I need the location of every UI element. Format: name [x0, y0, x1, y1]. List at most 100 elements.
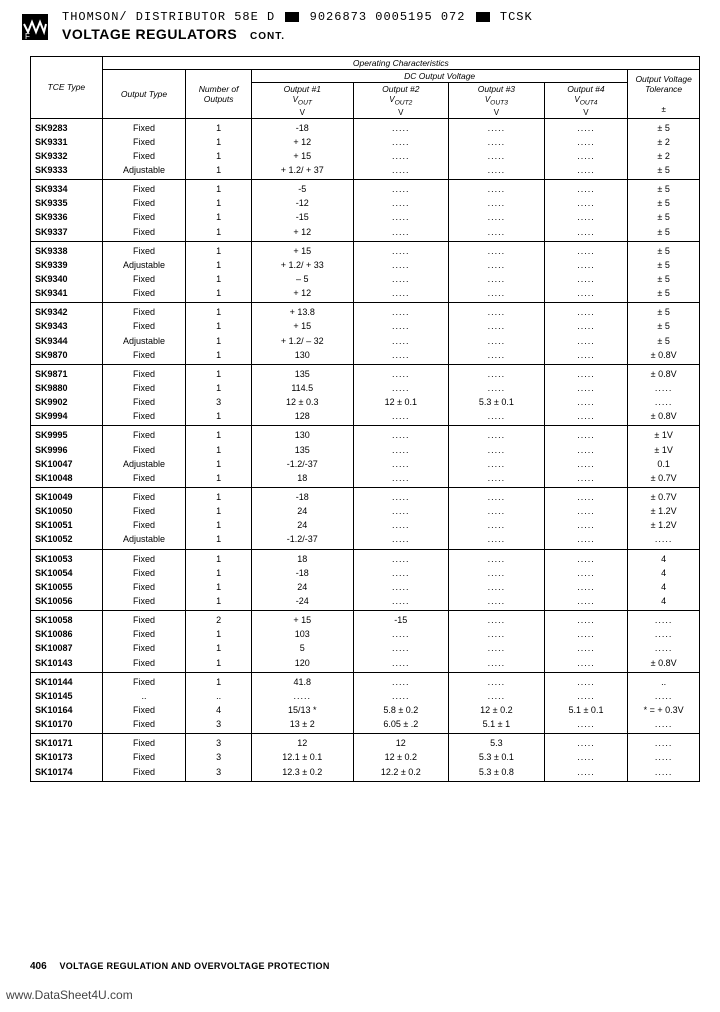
table-body: SK9283Fixed1-18...............± 5SK9331F…: [31, 118, 700, 781]
table-row: SK9332Fixed1+ 15...............± 2: [31, 149, 700, 163]
cell-value: + 12: [252, 135, 354, 149]
cell-value: 1: [186, 457, 252, 471]
cell-value: 1: [186, 118, 252, 135]
cell-type: SK9340: [31, 272, 103, 286]
cell-value: + 12: [252, 225, 354, 242]
cell-value: 1: [186, 258, 252, 272]
cell-value: 130: [252, 426, 354, 443]
cell-value: .....: [449, 504, 545, 518]
table-row: SK10145.............................: [31, 689, 700, 703]
cell-value: .....: [628, 611, 700, 628]
cell-value: 12: [353, 734, 449, 751]
table-row: SK9870Fixed1130...............± 0.8V: [31, 348, 700, 365]
cell-type: SK10173: [31, 750, 103, 764]
cell-value: .....: [544, 409, 628, 426]
table-row: SK9331Fixed1+ 12...............± 2: [31, 135, 700, 149]
cell-value: .....: [449, 443, 545, 457]
cell-value: 120: [252, 656, 354, 673]
page-title: VOLTAGE REGULATORS: [62, 26, 237, 42]
cell-value: Fixed: [102, 348, 186, 365]
cell-type: SK10047: [31, 457, 103, 471]
cell-value: 24: [252, 518, 354, 532]
cell-value: ± 1.2V: [628, 518, 700, 532]
cell-value: Adjustable: [102, 258, 186, 272]
cell-value: 1: [186, 381, 252, 395]
cell-value: 15/13 *: [252, 703, 354, 717]
cell-type: SK9339: [31, 258, 103, 272]
cell-value: .....: [449, 594, 545, 611]
cell-value: .....: [544, 319, 628, 333]
cell-value: .....: [353, 163, 449, 180]
cell-type: SK10174: [31, 765, 103, 782]
cell-value: 1: [186, 594, 252, 611]
cell-value: + 12: [252, 286, 354, 303]
cell-value: .....: [449, 381, 545, 395]
cell-type: SK9331: [31, 135, 103, 149]
cell-value: 1: [186, 641, 252, 655]
cell-value: Fixed: [102, 717, 186, 734]
cell-value: .....: [544, 348, 628, 365]
cell-value: .....: [544, 518, 628, 532]
cell-value: .....: [449, 566, 545, 580]
cell-value: 1: [186, 443, 252, 457]
watermark: www.DataSheet4U.com: [6, 988, 133, 1002]
cell-type: SK9338: [31, 241, 103, 258]
table-row: SK9871Fixed1135...............± 0.8V: [31, 364, 700, 381]
cell-value: Fixed: [102, 319, 186, 333]
cell-value: .....: [544, 426, 628, 443]
voltage-regulator-table: TCE Type Operating Characteristics Outpu…: [30, 56, 700, 782]
table-row: SK10087Fixed15....................: [31, 641, 700, 655]
page-title-line: VOLTAGE REGULATORS CONT.: [30, 26, 700, 42]
cell-value: .....: [353, 580, 449, 594]
cell-value: Fixed: [102, 409, 186, 426]
cell-value: .....: [449, 518, 545, 532]
cell-value: .....: [449, 611, 545, 628]
cell-value: Adjustable: [102, 457, 186, 471]
cell-value: 3: [186, 765, 252, 782]
cell-value: ± 5: [628, 180, 700, 197]
cell-value: Fixed: [102, 611, 186, 628]
cell-type: SK10143: [31, 656, 103, 673]
cell-value: .....: [353, 381, 449, 395]
cell-value: .....: [544, 272, 628, 286]
cell-value: .....: [353, 286, 449, 303]
cell-value: Fixed: [102, 627, 186, 641]
cell-value: .....: [353, 566, 449, 580]
cell-value: .....: [544, 334, 628, 348]
cell-value: .....: [544, 135, 628, 149]
u4: V: [583, 108, 588, 117]
cell-value: 1: [186, 364, 252, 381]
out4-label: Output #4: [567, 84, 604, 94]
cell-value: .....: [353, 258, 449, 272]
cell-value: 5.1 ± 1: [449, 717, 545, 734]
cell-value: 1: [186, 286, 252, 303]
cell-value: .....: [544, 163, 628, 180]
cell-value: + 15: [252, 611, 354, 628]
header-source: THOMSON/ DISTRIBUTOR 58E D: [62, 10, 275, 24]
cell-value: .....: [544, 611, 628, 628]
cell-value: .....: [544, 672, 628, 689]
table-row: SK9339Adjustable1+ 1.2/ + 33............…: [31, 258, 700, 272]
cell-value: 0.1: [628, 457, 700, 471]
cell-value: .....: [353, 334, 449, 348]
cell-type: SK9342: [31, 303, 103, 320]
cell-value: 41.8: [252, 672, 354, 689]
cell-value: 5.8 ± 0.2: [353, 703, 449, 717]
cell-value: Fixed: [102, 118, 186, 135]
table-row: SK9337Fixed1+ 12...............± 5: [31, 225, 700, 242]
table-row: SK10174Fixed312.3 ± 0.212.2 ± 0.25.3 ± 0…: [31, 765, 700, 782]
cell-value: .....: [449, 258, 545, 272]
cell-value: Fixed: [102, 364, 186, 381]
cell-value: ± 5: [628, 334, 700, 348]
cell-value: .....: [353, 272, 449, 286]
cell-value: Fixed: [102, 196, 186, 210]
cell-value: .....: [449, 272, 545, 286]
table-row: SK10055Fixed124...............4: [31, 580, 700, 594]
cell-value: .....: [544, 196, 628, 210]
cell-value: .....: [544, 549, 628, 566]
cell-value: 1: [186, 225, 252, 242]
cell-value: Adjustable: [102, 163, 186, 180]
cell-value: Adjustable: [102, 532, 186, 549]
cell-value: .....: [628, 765, 700, 782]
cell-value: .....: [544, 303, 628, 320]
